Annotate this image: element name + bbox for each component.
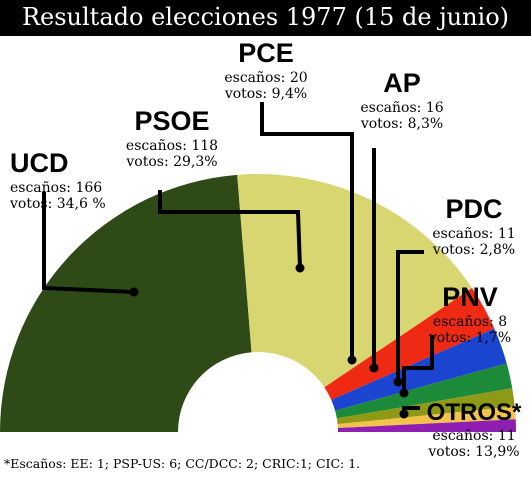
slice-otros-part-1 <box>337 419 516 432</box>
leader-ucd-dot <box>129 287 139 297</box>
leader-pce-dot <box>347 355 357 365</box>
label-pce-party: PCE <box>238 38 294 68</box>
label-pdc-seats: escaños: 11 <box>432 226 515 242</box>
leader-pdc-dot <box>393 377 403 387</box>
slice-pnv <box>336 388 515 425</box>
title-bar: Resultado elecciones 1977 (15 de junio) <box>0 0 531 36</box>
leader-otros-dot <box>399 409 409 419</box>
label-ap-party: AP <box>383 68 421 98</box>
label-pce-seats: escaños: 20 <box>224 70 307 86</box>
leader-pdc <box>396 250 424 382</box>
label-psoe-votes: votos: 29,3% <box>125 154 217 170</box>
leader-psoe <box>158 190 302 269</box>
slice-ucd <box>0 174 252 432</box>
label-pnv-seats: escaños: 8 <box>433 314 507 330</box>
label-otros-party: OTROS* <box>427 399 522 426</box>
label-ucd-party: UCD <box>10 148 69 178</box>
label-pdc-votes: votos: 2,8% <box>432 242 515 258</box>
label-psoe-seats: escaños: 118 <box>126 138 218 154</box>
leader-ap-dot <box>369 363 379 373</box>
chart-title: Resultado elecciones 1977 (15 de junio) <box>21 3 510 31</box>
label-ap-seats: escaños: 16 <box>360 100 443 116</box>
label-psoe-party: PSOE <box>134 106 209 136</box>
label-ucd-seats: escaños: 166 <box>10 180 102 196</box>
label-pnv-party: PNV <box>442 282 498 312</box>
leader-pnv <box>402 335 434 393</box>
leader-pnv-dot <box>399 388 409 398</box>
leader-psoe-dot <box>295 263 305 273</box>
leader-pce <box>260 102 354 360</box>
label-ap-votes: votos: 8,3% <box>360 116 443 132</box>
slice-pdc <box>335 363 513 419</box>
label-pdc-party: PDC <box>445 194 502 224</box>
label-otros-seats: escaños: 11 <box>432 428 515 444</box>
footnote: *Escaños: EE: 1; PSP-US: 6; CC/DCC: 2; C… <box>4 456 361 471</box>
label-otros-votes: votos: 13,9% <box>427 444 519 460</box>
slice-pce <box>324 287 495 400</box>
slice-otros-part-0 <box>337 406 516 429</box>
slice-psoe <box>237 174 473 388</box>
label-pce-votes: votos: 9,4% <box>224 86 307 102</box>
label-ucd-votes: votos: 34,6 % <box>9 196 106 212</box>
leader-lines-group <box>42 102 434 419</box>
label-pnv-votes: votos: 1,7% <box>428 330 511 346</box>
leader-ucd <box>42 192 135 294</box>
